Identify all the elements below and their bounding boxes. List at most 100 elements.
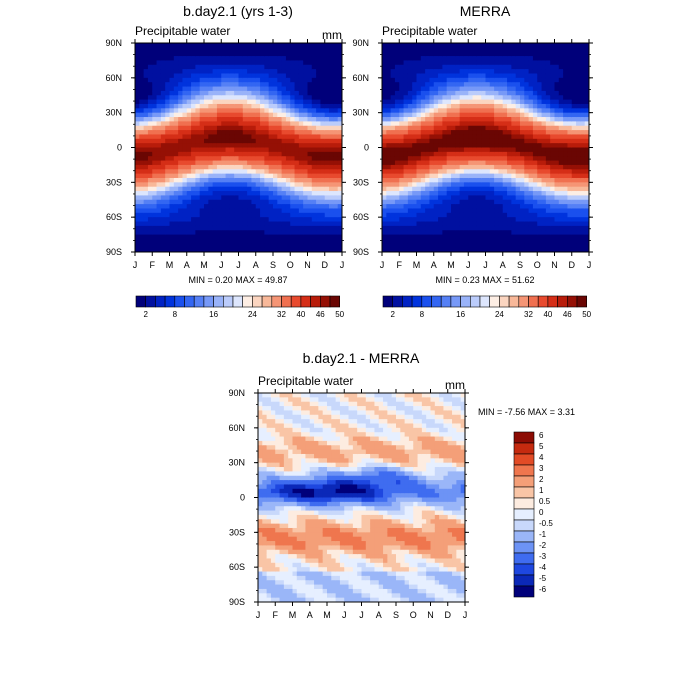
field-cell	[481, 112, 487, 118]
colorbar-swatch	[431, 295, 442, 308]
field-cell	[494, 69, 500, 75]
field-cell	[545, 130, 551, 136]
field-cell	[399, 217, 405, 223]
field-cell	[498, 230, 504, 236]
field-cell	[234, 47, 240, 53]
field-cell	[268, 90, 274, 96]
field-cell	[160, 95, 166, 101]
field-cell	[451, 130, 456, 136]
field-cell	[580, 108, 586, 114]
field-cell	[485, 247, 491, 252]
field-cell	[459, 125, 465, 131]
field-cell	[390, 243, 396, 249]
field-cell	[403, 130, 409, 136]
field-cell	[191, 69, 196, 75]
field-cell	[212, 169, 218, 175]
panel-merra: MERRA Precipitable water J F M A M J J A S O N D J90…	[352, 3, 593, 319]
field-cell	[420, 160, 426, 166]
field-cell	[390, 95, 396, 101]
field-cell	[429, 164, 435, 170]
field-cell	[429, 147, 435, 153]
field-cell	[229, 103, 235, 109]
field-cell	[329, 64, 334, 70]
field-cell	[173, 230, 179, 236]
field-cell	[446, 195, 452, 201]
field-cell	[558, 195, 564, 201]
field-cell	[191, 208, 196, 214]
field-cell	[446, 82, 452, 88]
field-cell	[262, 571, 268, 577]
field-cell	[558, 212, 564, 218]
field-cell	[147, 238, 153, 244]
field-cell	[290, 143, 296, 149]
field-cell	[191, 186, 196, 192]
field-cell	[303, 56, 309, 62]
field-cell	[264, 51, 270, 57]
field-cell	[234, 125, 240, 131]
field-cell	[537, 225, 543, 231]
field-cell	[451, 117, 456, 122]
field-cell	[298, 51, 304, 57]
field-cell	[316, 117, 322, 122]
field-cell	[165, 217, 171, 223]
field-cell	[446, 60, 452, 66]
field-cell	[234, 191, 240, 196]
field-cell	[576, 243, 581, 249]
field-cell	[576, 77, 581, 83]
field-cell	[337, 138, 342, 144]
field-cell	[403, 182, 409, 188]
field-cell	[472, 143, 478, 149]
field-cell	[208, 134, 214, 140]
field-cell	[247, 195, 253, 201]
field-cell	[316, 182, 322, 188]
field-cell	[489, 95, 495, 101]
field-cell	[407, 95, 413, 101]
field-cell	[580, 247, 586, 252]
field-cell	[558, 56, 564, 62]
field-cell	[216, 108, 222, 114]
field-cell	[468, 112, 474, 118]
field-cell	[567, 225, 573, 231]
field-cell	[511, 77, 517, 83]
field-cell	[165, 117, 171, 122]
field-cell	[520, 108, 525, 114]
field-cell	[446, 64, 452, 70]
field-cell	[238, 191, 244, 196]
field-cell	[528, 199, 534, 205]
field-cell	[199, 117, 205, 122]
colorbar-label: 16	[209, 310, 218, 319]
field-cell	[333, 69, 339, 75]
field-cell	[463, 212, 469, 218]
field-cell	[463, 243, 469, 249]
colorbar-swatch	[508, 295, 520, 308]
field-cell	[520, 247, 525, 252]
field-cell	[298, 56, 304, 62]
field-cell	[262, 567, 268, 573]
field-cell	[485, 73, 491, 79]
field-cell	[390, 160, 396, 166]
field-cell	[433, 95, 439, 101]
field-cell	[303, 151, 309, 157]
field-cell	[156, 156, 162, 162]
field-cell	[165, 56, 171, 62]
field-cell	[386, 230, 392, 236]
field-cell	[476, 99, 482, 105]
field-cell	[485, 95, 491, 101]
field-cell	[507, 138, 512, 144]
colorbar-swatch	[290, 295, 302, 308]
field-cell	[329, 108, 334, 114]
field-cell	[567, 130, 573, 136]
field-cell	[160, 217, 166, 223]
field-cell	[451, 112, 456, 118]
field-cell	[451, 173, 456, 179]
field-cell	[403, 208, 409, 214]
field-cell	[515, 238, 521, 244]
field-cell	[191, 217, 196, 223]
field-cell	[390, 186, 396, 192]
field-cell	[294, 69, 300, 75]
field-cell	[468, 234, 474, 240]
field-cell	[258, 432, 263, 438]
field-cell	[169, 117, 175, 122]
field-cell	[580, 134, 586, 140]
field-cell	[290, 234, 296, 240]
